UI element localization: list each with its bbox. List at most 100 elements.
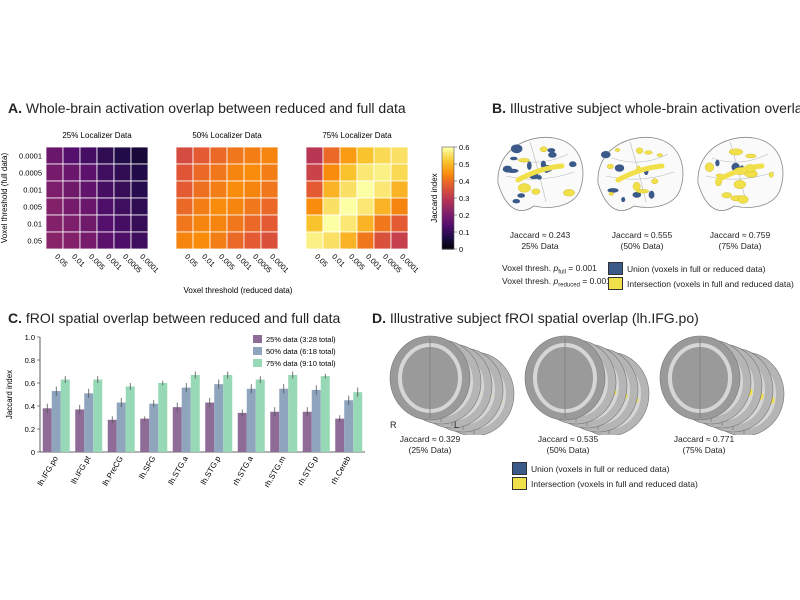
union-blob (510, 144, 523, 154)
panel-a-letter: A. (8, 100, 22, 116)
y-tick-label: 0.6 (25, 379, 35, 388)
heatmap-cell (390, 214, 409, 233)
heatmap-cell (209, 180, 228, 199)
heatmap-cell (79, 231, 98, 250)
heatmap-cell (79, 146, 98, 165)
heatmap-cell (96, 214, 115, 233)
brain-glass-view (497, 136, 584, 211)
union-blob (621, 196, 626, 203)
orientation-l: L (454, 420, 460, 430)
heatmap-cell (226, 231, 245, 250)
legend-label: 75% data (9:10 total) (266, 359, 336, 368)
x-tick-label: 0.01 (70, 252, 87, 269)
heatmap-title: 50% Localizer Data (192, 131, 262, 140)
y-tick-label: 0.005 (23, 203, 42, 212)
x-tick-label: 0.01 (200, 252, 217, 269)
bar (51, 391, 61, 452)
intersection-swatch (608, 277, 623, 290)
panel-b-caption: Jaccard ≈ 0.243 25% Data (495, 230, 585, 252)
union-blob (547, 148, 556, 153)
panel-d-letter: D. (372, 310, 386, 326)
panel-b-legend-union: Union (voxels in full or reduced data) (608, 262, 765, 275)
colorbar-segment (442, 223, 454, 227)
heatmap-cell (130, 197, 149, 216)
x-tick-label: rh.Cereb (329, 454, 353, 486)
colorbar-segment (442, 152, 454, 156)
y-tick-label: 0.05 (27, 237, 42, 246)
x-tick-label: 0.0001 (138, 252, 161, 275)
heatmap-cell (226, 214, 245, 233)
heatmap-cell (260, 197, 279, 216)
colorbar-tick-label: 0.2 (459, 211, 469, 220)
x-tick-label: 0.0001 (268, 252, 291, 275)
heatmap-cell (175, 180, 194, 199)
heatmap-cell (45, 180, 64, 199)
bar (84, 393, 94, 452)
colorbar-segment (442, 192, 454, 197)
y-tick-label: 0.001 (23, 186, 42, 195)
brain-outline (497, 136, 584, 211)
heatmap-cell (339, 231, 358, 250)
x-tick-label: lh.IFG.pt (69, 454, 93, 486)
union-blob (509, 156, 518, 161)
colorbar-segment (442, 218, 454, 222)
heatmap-cell (45, 163, 64, 182)
heatmap-cell (390, 197, 409, 216)
bar (116, 402, 126, 452)
heatmap-cell (226, 163, 245, 182)
colorbar-segment (442, 228, 454, 232)
heatmap-cell (209, 197, 228, 216)
heatmap-cell (209, 231, 228, 250)
bar (149, 403, 159, 452)
heatmap-cell (322, 197, 341, 216)
heatmap-cell (260, 146, 279, 165)
heatmap-cell (305, 146, 324, 165)
intersection-blob (737, 195, 749, 204)
heatmap-cell (96, 197, 115, 216)
jaccard-value: Jaccard ≈ 0.771 (673, 434, 735, 444)
y-tick-label: 0.8 (25, 356, 35, 365)
heatmap-cell (96, 146, 115, 165)
heatmap-cell (305, 231, 324, 250)
union-blob (548, 151, 557, 158)
intersection-blob (644, 150, 653, 155)
colorbar-segment (442, 203, 454, 207)
colorbar-tick-label: 0.3 (459, 194, 469, 203)
heatmap-cell (130, 146, 149, 165)
heatmap-cell (322, 231, 341, 250)
heatmap-cell (96, 231, 115, 250)
colorbar-segment (442, 226, 454, 230)
panel-b-threshold-reduced: Voxel thresh. preduced = 0.001 (502, 276, 611, 289)
intersection-blob (614, 148, 621, 152)
x-tick-label: rh.STG.m (262, 454, 287, 489)
intersection-swatch (512, 477, 527, 490)
bar (205, 402, 215, 452)
panel-b-threshold-full: Voxel thresh. pfull = 0.001 (502, 263, 597, 276)
intersection-blob (615, 163, 665, 183)
heatmap-cell (113, 146, 132, 165)
heatmap-cell (45, 231, 64, 250)
colorbar-segment (442, 195, 454, 199)
intersection-blob (607, 163, 614, 170)
union-blob (502, 165, 513, 173)
colorbar-segment (442, 187, 454, 191)
colorbar-segment (442, 208, 454, 212)
heatmap-cell (113, 197, 132, 216)
heatmap-cell (339, 146, 358, 165)
colorbar-segment (442, 210, 454, 214)
bar (353, 392, 363, 452)
colorbar-segment (442, 172, 454, 176)
heatmap-cell (322, 146, 341, 165)
x-tick-label: rh.STG.a (231, 454, 255, 487)
heatmap-cell (373, 197, 392, 216)
intersection-blob (733, 180, 746, 189)
intersection-blob (518, 158, 530, 163)
jaccard-value: Jaccard ≈ 0.759 (709, 230, 771, 240)
y-axis-label: Jaccard index (5, 370, 14, 419)
colorbar-segment (442, 215, 454, 219)
intersection-blob (705, 162, 715, 172)
heatmap-cell (305, 214, 324, 233)
heatmap-cell (305, 180, 324, 199)
y-tick-label: 0 (31, 448, 35, 457)
colorbar-segment (442, 147, 454, 151)
